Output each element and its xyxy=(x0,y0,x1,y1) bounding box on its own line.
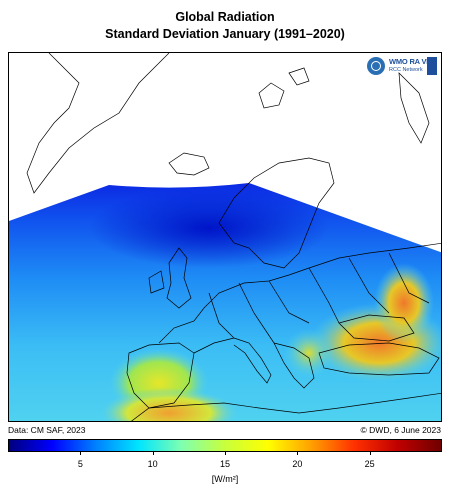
coastlines xyxy=(26,53,441,421)
copyright-credit: © DWD, 6 June 2023 xyxy=(360,425,441,435)
colorbar xyxy=(8,439,442,452)
map-subtitle: Standard Deviation January (1991–2020) xyxy=(105,27,345,41)
dwd-badge xyxy=(427,57,437,75)
colorbar-tick-mark xyxy=(297,452,299,455)
colorbar-tick-mark xyxy=(225,452,226,455)
colorbar-tick-label: 15 xyxy=(219,459,231,469)
colorbar-tick-label: 20 xyxy=(292,459,303,469)
colorbar-unit: [W/m²] xyxy=(211,474,239,484)
map-canvas xyxy=(9,53,441,421)
data-source-credit: Data: CM SAF, 2023 xyxy=(8,425,86,435)
radiation-map[interactable] xyxy=(8,52,442,422)
wmo-logo: WMO RA VI RCC Network xyxy=(365,55,438,79)
globe-icon xyxy=(367,57,385,75)
colorbar-tick-label: 5 xyxy=(77,459,83,469)
logo-text-secondary: RCC Network xyxy=(389,67,423,73)
map-title: Global Radiation xyxy=(175,10,275,24)
colorbar-tick-mark xyxy=(80,452,82,455)
colorbar-tick-mark xyxy=(152,452,154,455)
colorbar-tick-label: 10 xyxy=(147,459,158,469)
colorbar-tick-mark xyxy=(369,452,371,455)
logo-text-primary: WMO RA VI xyxy=(389,57,429,66)
colorbar-tick-label: 25 xyxy=(364,459,375,469)
radiation-field xyxy=(9,183,441,421)
